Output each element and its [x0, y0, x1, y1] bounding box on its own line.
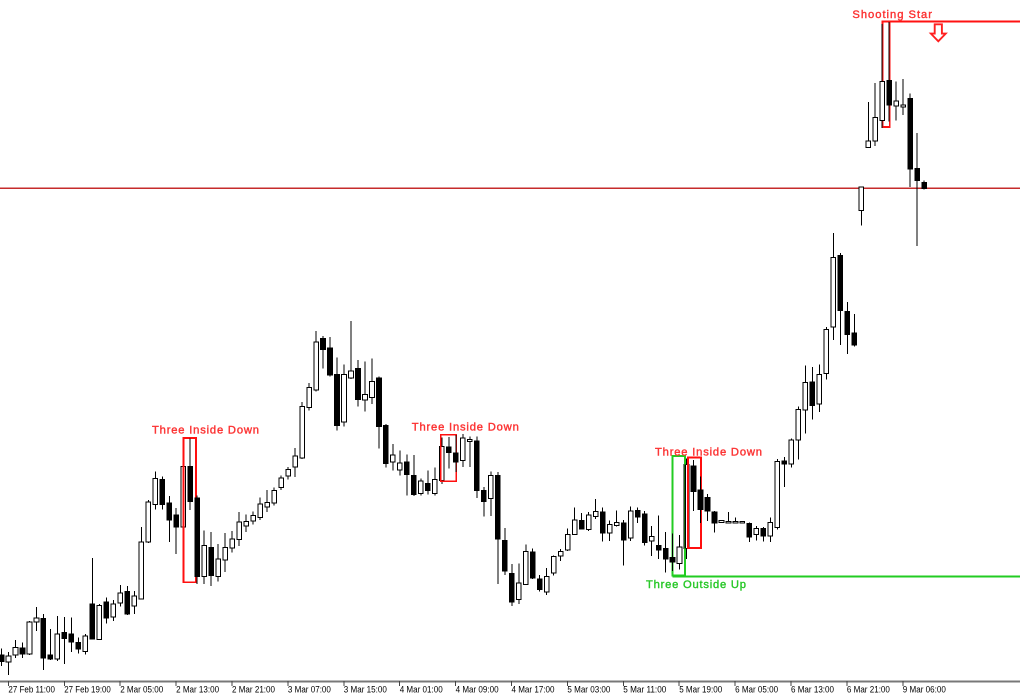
svg-text:5 Mar 03:00: 5 Mar 03:00	[567, 685, 610, 695]
svg-text:3 Mar 15:00: 3 Mar 15:00	[344, 685, 387, 695]
svg-text:3 Mar 07:00: 3 Mar 07:00	[288, 685, 331, 695]
svg-text:5 Mar 11:00: 5 Mar 11:00	[623, 685, 666, 695]
svg-text:4 Mar 09:00: 4 Mar 09:00	[456, 685, 499, 695]
svg-text:6 Mar 21:00: 6 Mar 21:00	[847, 685, 890, 695]
svg-text:2 Mar 21:00: 2 Mar 21:00	[232, 685, 275, 695]
svg-text:Three Inside Down: Three Inside Down	[655, 446, 762, 458]
svg-text:4 Mar 17:00: 4 Mar 17:00	[512, 685, 555, 695]
svg-text:5 Mar 19:00: 5 Mar 19:00	[679, 685, 722, 695]
svg-text:2 Mar 05:00: 2 Mar 05:00	[120, 685, 163, 695]
svg-text:Shooting Star: Shooting Star	[852, 9, 932, 21]
svg-text:Three Inside Down: Three Inside Down	[412, 421, 519, 433]
svg-text:6 Mar 13:00: 6 Mar 13:00	[791, 685, 834, 695]
svg-text:2 Mar 13:00: 2 Mar 13:00	[176, 685, 219, 695]
svg-text:6 Mar 05:00: 6 Mar 05:00	[735, 685, 778, 695]
svg-text:27 Feb 19:00: 27 Feb 19:00	[64, 685, 111, 695]
svg-text:9 Mar 06:00: 9 Mar 06:00	[903, 685, 946, 695]
svg-text:4 Mar 01:00: 4 Mar 01:00	[400, 685, 443, 695]
svg-text:Three Outside Up: Three Outside Up	[646, 579, 746, 591]
svg-text:27 Feb 11:00: 27 Feb 11:00	[8, 685, 55, 695]
svg-text:Three Inside Down: Three Inside Down	[152, 425, 259, 437]
